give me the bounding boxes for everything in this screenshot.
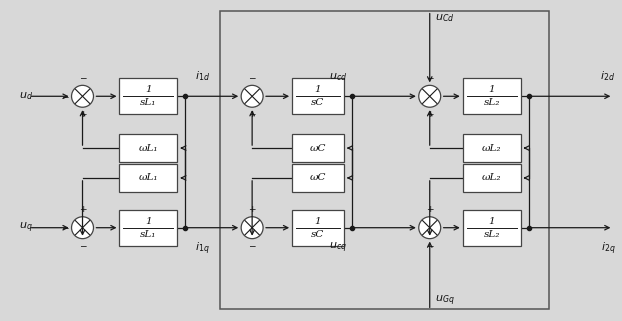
Text: $i_{2q}$: $i_{2q}$ <box>601 241 615 257</box>
Text: $u_q$: $u_q$ <box>19 221 32 235</box>
Text: −: − <box>248 73 256 82</box>
Text: −: − <box>426 73 434 82</box>
Text: 1: 1 <box>315 217 322 226</box>
Text: +: + <box>248 205 256 214</box>
Bar <box>292 164 344 192</box>
Bar <box>292 210 344 246</box>
Bar <box>119 164 177 192</box>
Circle shape <box>241 217 263 239</box>
Text: $u_d$: $u_d$ <box>19 91 33 102</box>
Text: −: − <box>79 73 86 82</box>
Text: ωL₂: ωL₂ <box>482 173 501 182</box>
Text: ωC: ωC <box>310 143 326 152</box>
Text: ωC: ωC <box>310 173 326 182</box>
Text: 1: 1 <box>488 85 495 94</box>
Circle shape <box>419 85 441 107</box>
Text: ωL₂: ωL₂ <box>482 143 501 152</box>
Bar <box>220 11 549 309</box>
Text: +: + <box>248 110 256 119</box>
Text: −: − <box>61 223 68 232</box>
Text: sC: sC <box>311 98 325 107</box>
Bar <box>463 164 521 192</box>
Text: $u_{Cd}$: $u_{Cd}$ <box>435 13 454 24</box>
Text: sL₁: sL₁ <box>140 230 157 239</box>
Text: ωL₁: ωL₁ <box>139 143 158 152</box>
Text: $u_{cq}$: $u_{cq}$ <box>329 241 347 255</box>
Text: +: + <box>426 110 434 119</box>
Bar <box>463 134 521 162</box>
Text: sL₂: sL₂ <box>483 230 500 239</box>
Text: +: + <box>79 110 86 119</box>
Text: 1: 1 <box>315 85 322 94</box>
Text: sL₂: sL₂ <box>483 98 500 107</box>
Bar <box>463 210 521 246</box>
Text: ωL₁: ωL₁ <box>139 173 158 182</box>
Text: $u_{Gq}$: $u_{Gq}$ <box>435 294 455 308</box>
Text: +: + <box>426 205 434 214</box>
Text: sL₁: sL₁ <box>140 98 157 107</box>
Text: −: − <box>79 242 86 251</box>
Text: +: + <box>79 205 86 214</box>
Bar <box>119 78 177 114</box>
Text: −: − <box>426 242 434 251</box>
Text: $u_{cd}$: $u_{cd}$ <box>328 72 347 83</box>
Text: $i_{1q}$: $i_{1q}$ <box>195 241 210 257</box>
Circle shape <box>419 217 441 239</box>
Bar <box>292 134 344 162</box>
Bar <box>463 78 521 114</box>
Circle shape <box>72 217 93 239</box>
Bar <box>119 134 177 162</box>
Text: −: − <box>248 242 256 251</box>
Circle shape <box>72 85 93 107</box>
Bar <box>292 78 344 114</box>
Text: 1: 1 <box>145 217 152 226</box>
Text: −: − <box>61 92 68 101</box>
Bar <box>119 210 177 246</box>
Text: sC: sC <box>311 230 325 239</box>
Text: $i_{1d}$: $i_{1d}$ <box>195 70 210 83</box>
Text: 1: 1 <box>145 85 152 94</box>
Text: 1: 1 <box>488 217 495 226</box>
Text: $i_{2d}$: $i_{2d}$ <box>600 70 615 83</box>
Circle shape <box>241 85 263 107</box>
